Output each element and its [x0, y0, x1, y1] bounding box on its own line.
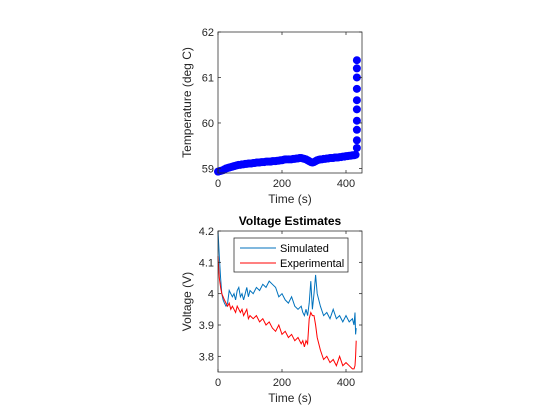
- legend-box: [233, 237, 349, 273]
- y-tick-label: 61: [202, 72, 214, 84]
- temperature-point: [352, 73, 361, 82]
- y-tick-label: 4.2: [199, 226, 214, 238]
- legend-label-experimental: Experimental: [280, 258, 344, 270]
- temperature-panel: 0 200 400 59 60 61 62 Time (s) Temperature (de…: [180, 27, 363, 206]
- voltage-y-axis-label: Voltage (V): [180, 272, 194, 331]
- x-tick-label: 400: [337, 178, 355, 190]
- y-tick-label: 3.8: [199, 351, 214, 363]
- temperature-point: [352, 64, 361, 73]
- y-tick-label: 3.9: [199, 320, 214, 332]
- voltage-x-axis-label: Time (s): [268, 391, 312, 405]
- x-tick-label: 200: [273, 377, 291, 389]
- series-line-experimental: [217, 256, 357, 370]
- temperature-point: [352, 56, 361, 65]
- temperature-point: [352, 96, 361, 105]
- temperature-point: [352, 136, 361, 145]
- temperature-ticks: 0 200 400 59 60 61 62: [202, 27, 362, 190]
- temperature-y-axis-label: Temperature (deg C): [180, 47, 194, 158]
- y-tick-label: 59: [202, 163, 214, 175]
- y-tick-label: 4.1: [199, 257, 214, 269]
- temperature-point: [352, 143, 361, 152]
- voltage-panel: Voltage Estimates 0 200 400 3.8 3.9 4 4.1 4.2 T…: [180, 214, 363, 405]
- temperature-x-axis-label: Time (s): [268, 192, 312, 206]
- temperature-point: [352, 84, 361, 93]
- y-tick-label: 4: [208, 289, 214, 301]
- voltage-ticks: 0 200 400 3.8 3.9 4 4.1 4.2: [199, 226, 362, 389]
- x-tick-label: 400: [337, 377, 355, 389]
- voltage-chart-title: Voltage Estimates: [239, 214, 342, 228]
- series-line-simulated: [217, 230, 357, 335]
- temperature-point: [352, 125, 361, 134]
- y-tick-label: 62: [202, 27, 214, 39]
- voltage-lines: [217, 230, 357, 370]
- temperature-point: [351, 150, 360, 159]
- legend-label-simulated: Simulated: [280, 243, 329, 255]
- temperature-points: [214, 56, 361, 176]
- y-tick-label: 60: [202, 118, 214, 130]
- x-tick-label: 0: [215, 178, 221, 190]
- voltage-legend: Simulated Experimental: [233, 237, 349, 273]
- x-tick-label: 200: [273, 178, 291, 190]
- temperature-point: [352, 116, 361, 125]
- x-tick-label: 0: [215, 377, 221, 389]
- voltage-axes-box: [217, 230, 363, 373]
- temperature-axes-box: [217, 31, 363, 174]
- temperature-point: [352, 105, 361, 114]
